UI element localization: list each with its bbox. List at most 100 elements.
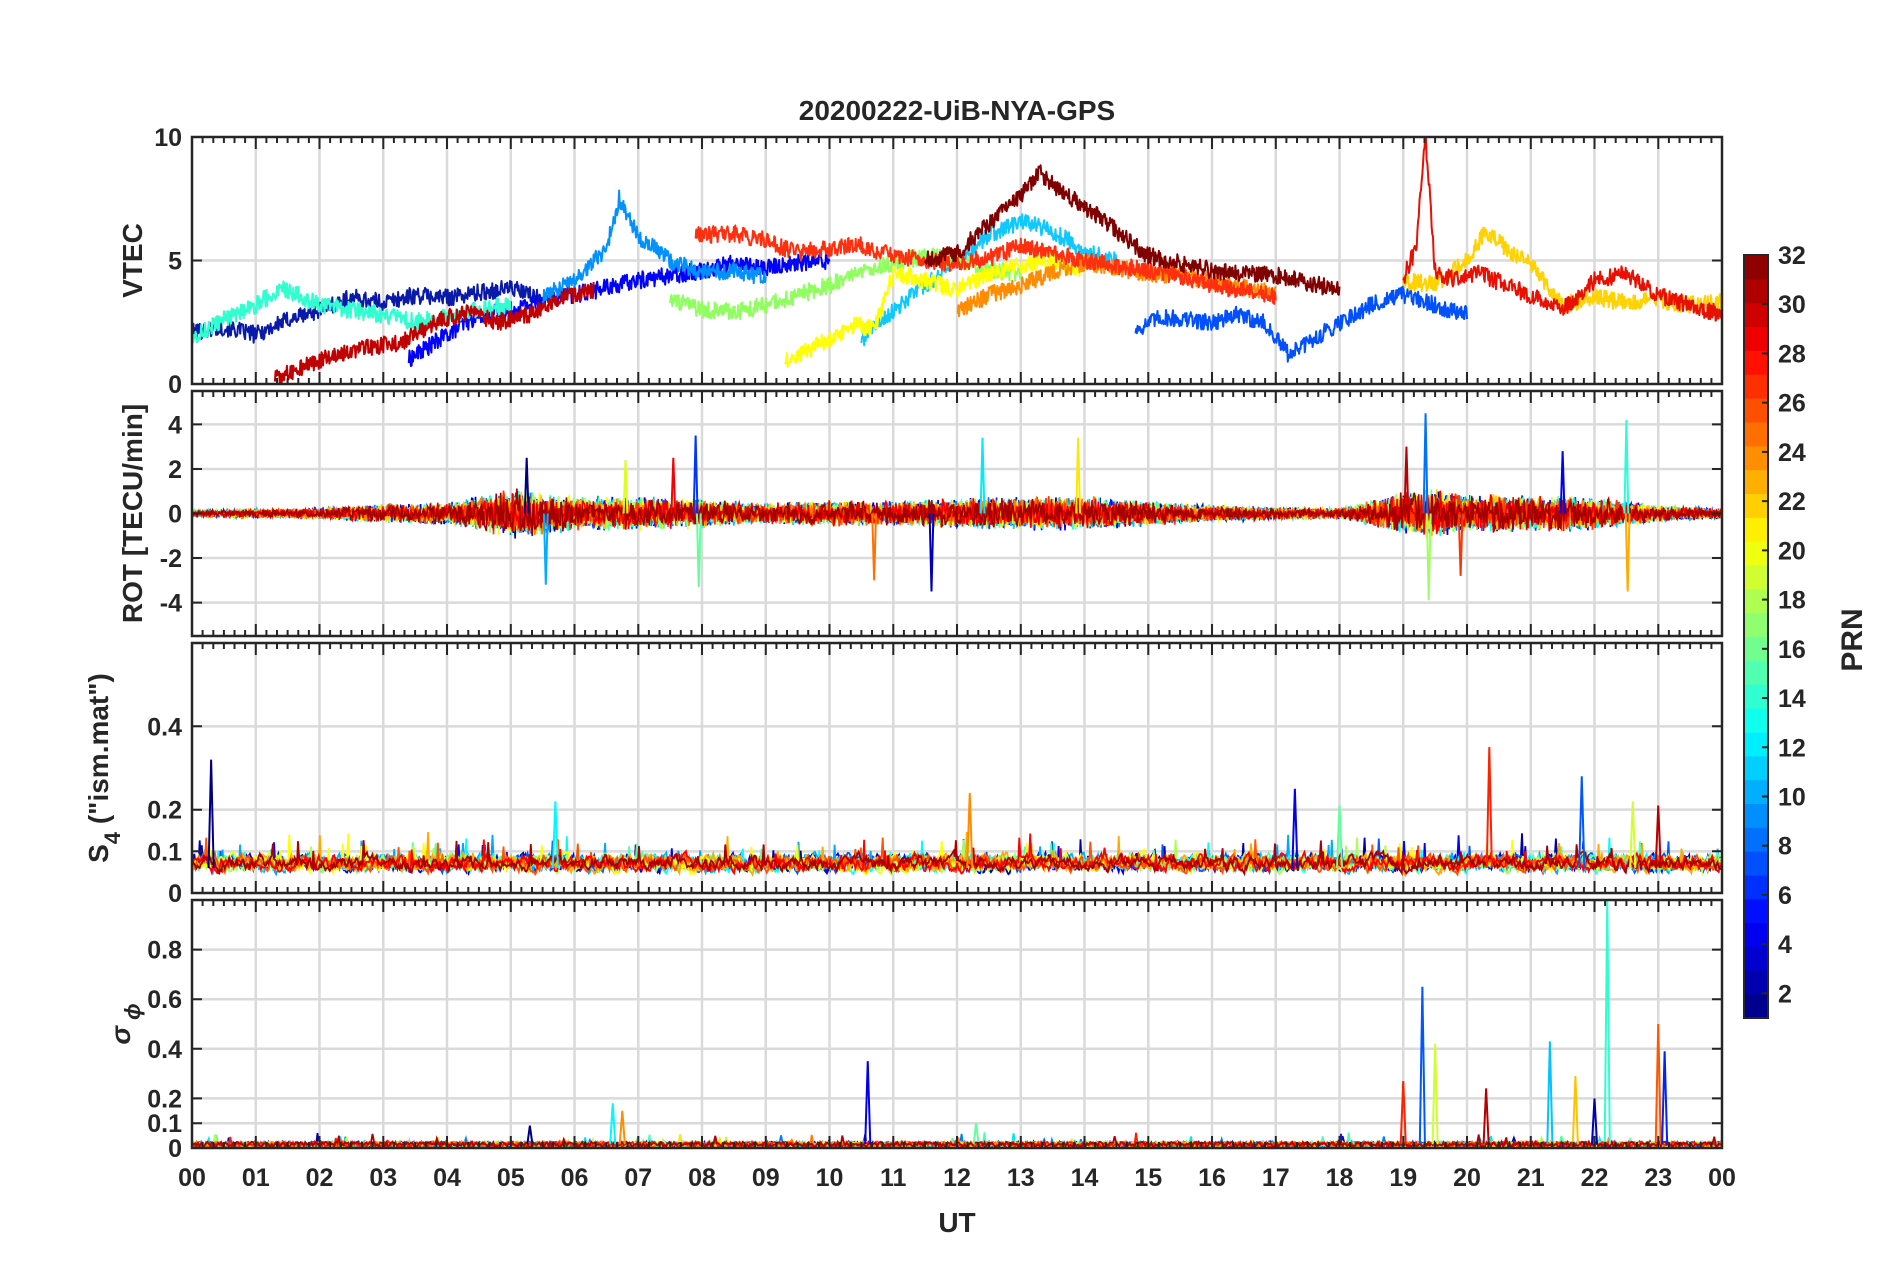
s4-spike [1578, 776, 1586, 869]
colorbar-segment [1744, 803, 1768, 828]
y-tick-label: 0.2 [147, 797, 182, 825]
tick-marks [191, 136, 1723, 385]
s4-spike [1335, 805, 1344, 869]
y-axis-label: ROT [TECU/min] [117, 404, 148, 623]
vtec-series-prn-8 [541, 189, 767, 306]
chart-title: 20200222-UiB-NYA-GPS [799, 95, 1115, 126]
x-tick-label: 08 [688, 1164, 716, 1192]
rot-spike [1623, 419, 1630, 514]
rot-spike [1624, 513, 1631, 592]
rot-spike [695, 513, 702, 588]
colorbar-tick-label: 4 [1778, 931, 1792, 959]
colorbar-tick-label: 28 [1778, 340, 1806, 368]
y-tick-label: 0.2 [147, 1085, 182, 1113]
y-tick-label: 10 [154, 124, 182, 152]
x-tick-label: 19 [1389, 1164, 1417, 1192]
y-tick-label: 0.8 [147, 937, 182, 965]
x-tick-label: 09 [752, 1164, 780, 1192]
rot-spike [928, 513, 935, 592]
y-tick-label: 4 [168, 411, 182, 439]
s4-spike [1654, 805, 1662, 869]
x-tick-label: 02 [306, 1164, 334, 1192]
rot-spike [1559, 451, 1566, 514]
vtec-series-prn-2 [192, 280, 544, 344]
y-tick-labels: -4 -2 0 2 4 [160, 411, 182, 617]
panel-sigma-phi: 00.10.2 0.4 0.6 0.8 σϕ [105, 898, 1724, 1163]
colorbar-segment [1744, 660, 1768, 685]
rot-spike [979, 437, 986, 514]
x-tick-label: 15 [1134, 1164, 1162, 1192]
x-tick-label: 05 [497, 1164, 525, 1192]
vtec-series-prn-11 [860, 213, 1118, 347]
x-tick-label: 00 [178, 1164, 206, 1192]
colorbar-tick-label: 26 [1778, 390, 1806, 418]
colorbar-segment [1744, 708, 1768, 733]
y-axis-label-main: S [83, 844, 114, 863]
sigma-phi-spike [864, 1061, 872, 1145]
y-tick-labels: 00.10.2 0.4 0.6 0.8 [147, 937, 182, 1163]
y-tick-label: 0.1 [147, 1110, 182, 1138]
colorbar-tick-label: 8 [1778, 833, 1792, 861]
y-tick-label: 0 [168, 371, 182, 399]
x-tick-label: 17 [1262, 1164, 1290, 1192]
y-tick-labels: 0 0.1 0.2 0.4 [147, 713, 182, 908]
rot-series [192, 488, 1722, 537]
panel-s4: 0 0.1 0.2 0.4 S4 ("ism.mat") [83, 641, 1724, 908]
x-tick-label: 12 [943, 1164, 971, 1192]
panel-rot: -4 -2 0 2 4 ROT [TECU/min] [117, 389, 1724, 638]
colorbar-segment [1744, 541, 1768, 566]
colorbar-segment [1744, 278, 1768, 304]
colorbar-tick-label: 10 [1778, 783, 1806, 811]
colorbar-tick-label: 32 [1778, 242, 1806, 270]
x-tick-label: 00 [1708, 1164, 1736, 1192]
y-tick-label: -2 [160, 545, 182, 573]
y-tick-label: 0 [168, 501, 182, 529]
sigma-phi-spike [1482, 1088, 1490, 1145]
data-lines [192, 137, 1722, 384]
rot-spike [1075, 437, 1082, 514]
colorbar-segment [1744, 922, 1768, 948]
vtec-series-prn-28 [1402, 137, 1722, 322]
sigma-phi-spike [1661, 1051, 1669, 1145]
sigma-phi-spike [1418, 986, 1426, 1145]
colorbar-segment [1744, 946, 1768, 971]
y-axis-label: σϕ [105, 1003, 145, 1044]
x-tick-label: 04 [433, 1164, 461, 1192]
sigma-phi-spike [618, 1110, 626, 1145]
rot-spike [1422, 413, 1429, 514]
panel-vtec: 0 5 10 VTEC [117, 124, 1724, 399]
tick-marks [191, 391, 1723, 636]
x-tick-label: 21 [1517, 1164, 1545, 1192]
x-tick-label: 01 [242, 1164, 270, 1192]
data-lines [192, 747, 1722, 878]
colorbar-frame [1743, 254, 1769, 1019]
y-axis-label: VTEC [117, 223, 148, 298]
y-axis-label-main: σ [105, 1025, 136, 1045]
colorbar-segment [1744, 851, 1768, 876]
colorbar-segment [1744, 755, 1768, 781]
y-tick-labels: 0 5 10 [154, 124, 182, 399]
y-tick-label: 0.6 [147, 986, 182, 1014]
rot-spike [692, 435, 699, 514]
colorbar-tick-label: 24 [1778, 439, 1806, 467]
colorbar-segment [1744, 731, 1768, 757]
colorbar-segment [1744, 302, 1768, 328]
rot-spike [871, 513, 878, 581]
colorbar-segment [1744, 445, 1768, 471]
x-tick-label: 06 [561, 1164, 589, 1192]
colorbar-tick-label: 16 [1778, 636, 1806, 664]
s4-series [192, 833, 1722, 876]
rot-spike [1457, 513, 1464, 576]
sigma-phi-spike [1571, 1076, 1579, 1145]
vtec-series-prn-14 [192, 280, 512, 344]
colorbar-tick-label: 30 [1778, 291, 1806, 319]
s4-spike [207, 759, 215, 869]
vtec-series-prn-32 [924, 164, 1341, 296]
rot-spike [1425, 513, 1432, 601]
vtec-series-prn-30 [273, 281, 595, 384]
x-tick-label: 07 [624, 1164, 652, 1192]
y-axis-label: S4 ("ism.mat") [83, 673, 125, 863]
colorbar-tick-label: 2 [1778, 980, 1792, 1008]
